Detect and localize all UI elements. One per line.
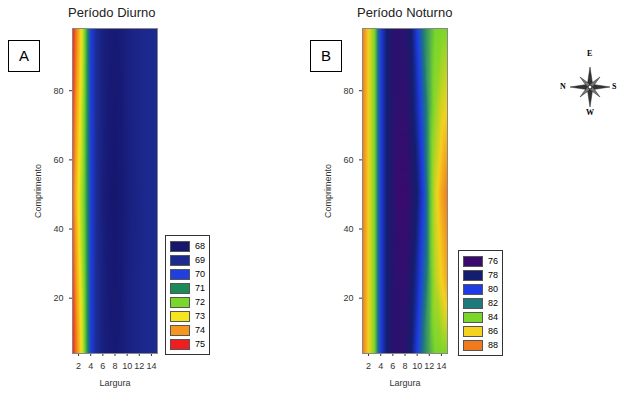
svg-text:12: 12 [424, 361, 434, 371]
html-text:86: 86 [488, 326, 498, 336]
svg-text:4: 4 [88, 361, 93, 371]
html-text:75: 75 [195, 339, 205, 349]
svg-text:Largura: Largura [389, 378, 420, 388]
html-text:B: B [321, 47, 331, 64]
html-text:68: 68 [195, 241, 205, 251]
svg-text:8: 8 [112, 361, 117, 371]
svg-text:60: 60 [53, 155, 63, 165]
html-text:72: 72 [195, 297, 205, 307]
html-text:E: E [587, 49, 593, 58]
html-text:A: A [19, 47, 29, 64]
svg-text:8: 8 [402, 361, 407, 371]
svg-text:10: 10 [122, 361, 132, 371]
html-text:S: S [612, 82, 617, 91]
html-text:88: 88 [488, 340, 498, 350]
svg-text:Largura: Largura [99, 378, 130, 388]
svg-text:80: 80 [343, 86, 353, 96]
html-text:69: 69 [195, 255, 205, 265]
html-text:W: W [586, 108, 594, 117]
html-text:N: N [560, 82, 566, 91]
html-text:80: 80 [488, 284, 498, 294]
svg-text:Comprimento: Comprimento [33, 164, 43, 218]
svg-text:80: 80 [53, 86, 63, 96]
svg-text:40: 40 [53, 224, 63, 234]
html-text:73: 73 [195, 311, 205, 321]
svg-text:6: 6 [390, 361, 395, 371]
html-text:74: 74 [195, 325, 205, 335]
svg-text:14: 14 [146, 361, 156, 371]
html-text:76: 76 [488, 256, 498, 266]
svg-text:40: 40 [343, 224, 353, 234]
svg-text:10: 10 [412, 361, 422, 371]
svg-text:6: 6 [100, 361, 105, 371]
svg-text:2: 2 [76, 361, 81, 371]
html-text:78: 78 [488, 270, 498, 280]
svg-text:60: 60 [343, 155, 353, 165]
html-text:Período Diurno: Período Diurno [68, 5, 156, 20]
svg-text:2: 2 [366, 361, 371, 371]
html-text:82: 82 [488, 298, 498, 308]
html-text:71: 71 [195, 283, 205, 293]
html-text:84: 84 [488, 312, 498, 322]
svg-text:14: 14 [436, 361, 446, 371]
html-text:70: 70 [195, 269, 205, 279]
svg-text:20: 20 [343, 293, 353, 303]
svg-text:12: 12 [134, 361, 144, 371]
svg-text:4: 4 [378, 361, 383, 371]
svg-text:Comprimento: Comprimento [323, 164, 333, 218]
svg-text:20: 20 [53, 293, 63, 303]
html-text:Período Noturno: Período Noturno [357, 5, 453, 20]
